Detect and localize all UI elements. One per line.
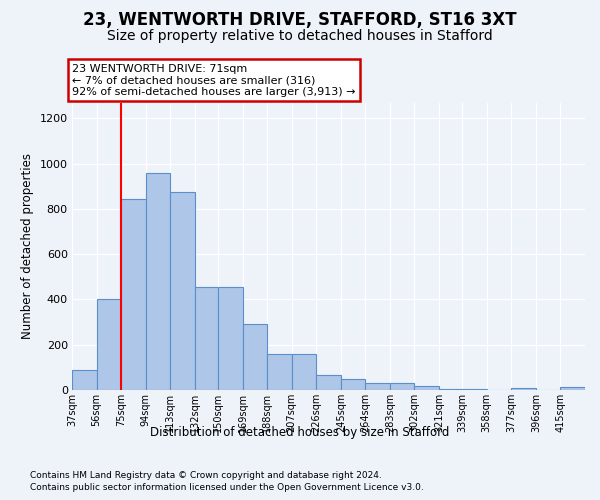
Bar [415, 386, 439, 390]
Bar [267, 354, 292, 390]
Bar [341, 378, 365, 390]
Bar [560, 386, 585, 390]
Bar [195, 287, 218, 390]
Bar [439, 389, 462, 390]
Text: Distribution of detached houses by size in Stafford: Distribution of detached houses by size … [151, 426, 449, 439]
Bar [390, 383, 415, 390]
Bar [292, 354, 316, 390]
Bar [218, 287, 242, 390]
Bar [316, 376, 341, 390]
Bar [242, 324, 267, 390]
Text: Contains public sector information licensed under the Open Government Licence v3: Contains public sector information licen… [30, 483, 424, 492]
Bar [97, 300, 121, 390]
Text: Size of property relative to detached houses in Stafford: Size of property relative to detached ho… [107, 29, 493, 43]
Text: 23, WENTWORTH DRIVE, STAFFORD, ST16 3XT: 23, WENTWORTH DRIVE, STAFFORD, ST16 3XT [83, 11, 517, 29]
Text: Contains HM Land Registry data © Crown copyright and database right 2024.: Contains HM Land Registry data © Crown c… [30, 470, 382, 480]
Y-axis label: Number of detached properties: Number of detached properties [21, 153, 34, 340]
Bar [72, 370, 97, 390]
Bar [146, 172, 170, 390]
Bar [121, 198, 146, 390]
Bar [511, 388, 536, 390]
Text: 23 WENTWORTH DRIVE: 71sqm
← 7% of detached houses are smaller (316)
92% of semi-: 23 WENTWORTH DRIVE: 71sqm ← 7% of detach… [72, 64, 355, 97]
Bar [170, 192, 195, 390]
Bar [365, 383, 390, 390]
